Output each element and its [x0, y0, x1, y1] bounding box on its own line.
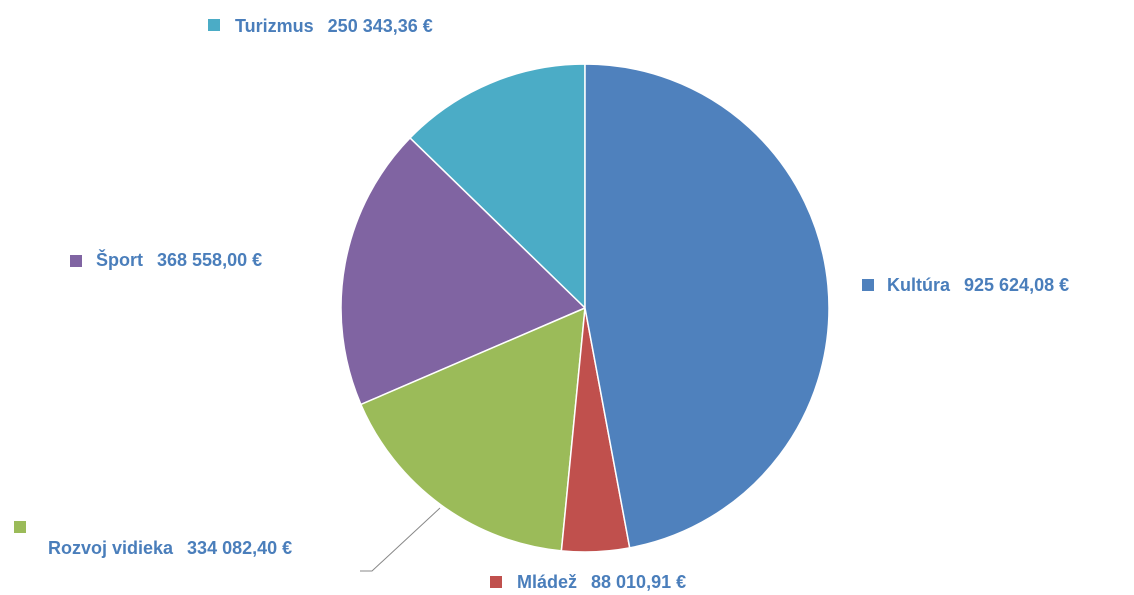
legend-swatch: [208, 19, 220, 31]
category-name: Rozvoj vidieka: [48, 538, 174, 558]
value-label: 368 558,00 €: [157, 250, 263, 270]
leader-line: [360, 507, 441, 572]
slice-label: Turizmus 250 343,36 €: [235, 14, 433, 38]
value-label: 334 082,40 €: [187, 538, 293, 558]
category-name: Turizmus: [235, 16, 314, 36]
value-label: 925 624,08 €: [964, 275, 1070, 295]
value-label: 88 010,91 €: [591, 572, 687, 592]
pie-slice: [340, 136, 587, 406]
legend-swatch: [70, 255, 82, 267]
slice-label: Šport 368 558,00 €: [96, 248, 262, 272]
legend-swatch: [14, 521, 26, 533]
pie-slice: [408, 63, 586, 310]
category-name: Šport: [96, 250, 143, 270]
legend-swatch: [862, 279, 874, 291]
value-label: 250 343,36 €: [327, 16, 433, 36]
pie-slice: [359, 306, 586, 552]
slice-label: Mládež 88 010,91 €: [517, 570, 686, 594]
slice-label: Rozvoj vidieka 334 082,40 €: [48, 536, 292, 560]
slice-label: Kultúra 925 624,08 €: [887, 273, 1069, 297]
category-name: Kultúra: [887, 275, 950, 295]
pie-slice: [584, 63, 830, 549]
legend-swatch: [490, 576, 502, 588]
category-name: Mládež: [517, 572, 578, 592]
